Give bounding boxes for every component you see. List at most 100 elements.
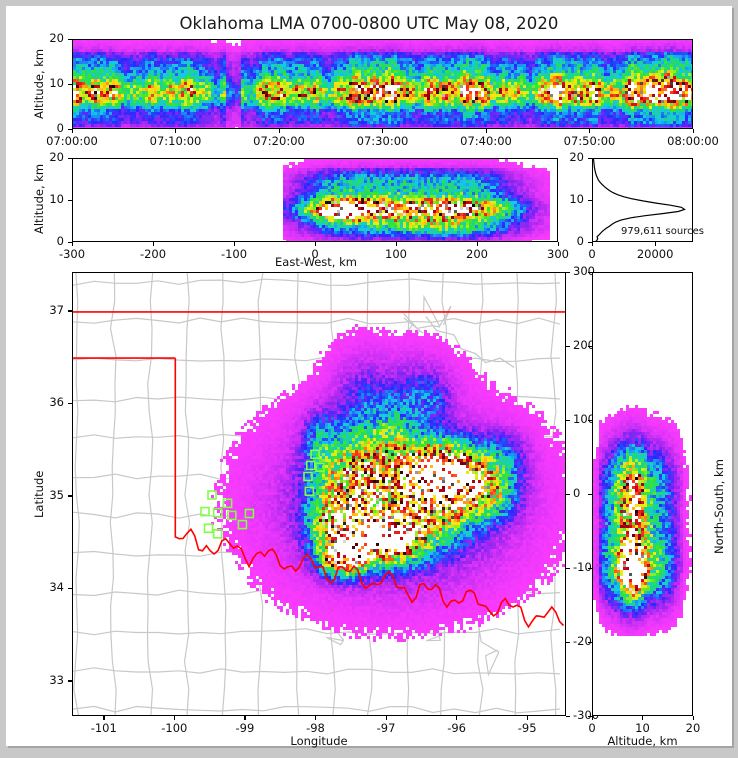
axis-tick — [566, 271, 570, 273]
axis-tick — [591, 242, 593, 246]
plan-view-map-ns-tick-label: 0 — [573, 486, 581, 500]
plan-view-map-xlabel: Longitude — [290, 734, 348, 748]
lma-station-marker[interactable] — [237, 519, 248, 530]
axis-tick — [152, 242, 154, 246]
east-west-height-xtick-label: -100 — [220, 247, 248, 261]
axis-tick — [314, 716, 317, 720]
east-west-height-xtick-label: -200 — [139, 247, 167, 261]
plan-view-map-ns-tick-label: 200 — [573, 338, 595, 352]
plan-view-map-xtick-label: -98 — [306, 721, 325, 735]
time-height-ytick-label: 10 — [49, 76, 64, 90]
north-south-height-xlabel: Altitude, km — [607, 734, 678, 748]
figure-canvas: Oklahoma LMA 0700-0800 UTC May 08, 2020 … — [6, 6, 732, 748]
axis-tick — [68, 241, 72, 243]
lma-station-marker[interactable] — [212, 507, 223, 518]
axis-tick — [68, 495, 72, 497]
altitude-histogram-panel[interactable] — [592, 158, 693, 242]
east-west-height-ytick-label: 20 — [49, 150, 64, 164]
time-height-panel[interactable] — [72, 39, 693, 129]
east-west-height-xtick-label: 0 — [311, 247, 319, 261]
axis-tick — [589, 129, 591, 133]
plan-view-map-xtick-label: -101 — [90, 721, 117, 735]
axis-tick — [566, 419, 570, 421]
east-west-height-panel[interactable] — [72, 158, 558, 242]
axis-tick — [526, 716, 528, 720]
axis-tick — [566, 567, 570, 569]
axis-tick — [395, 242, 397, 246]
plan-view-map-ylabel: Latitude — [32, 470, 46, 518]
figure-title: Oklahoma LMA 0700-0800 UTC May 08, 2020 — [179, 14, 559, 33]
time-height-ylabel: Altitude, km — [32, 48, 46, 119]
lma-station-marker[interactable] — [203, 523, 214, 534]
axis-tick — [566, 345, 570, 347]
axis-tick — [68, 680, 72, 682]
axis-tick — [71, 242, 73, 246]
time-height-xtick-label: 08:00:00 — [667, 134, 719, 148]
axis-tick — [382, 129, 384, 133]
axis-tick — [71, 129, 73, 133]
time-height-xtick-label: 07:00:00 — [46, 134, 98, 148]
axis-tick — [68, 38, 72, 40]
east-west-height-xlabel: East-West, km — [275, 255, 357, 269]
lma-station-marker[interactable] — [310, 449, 320, 460]
axis-tick — [588, 419, 592, 421]
axis-tick — [68, 83, 72, 85]
east-west-height-xtick-label: 200 — [466, 247, 488, 261]
east-west-height-xtick-label: 300 — [547, 247, 569, 261]
plan-view-map-xtick-label: -95 — [517, 721, 537, 735]
axis-tick — [68, 128, 72, 130]
altitude-histogram-ytick-label: 0 — [576, 234, 584, 248]
axis-tick — [68, 199, 72, 201]
lma-station-marker[interactable] — [303, 471, 313, 482]
axis-tick — [68, 310, 72, 312]
axis-tick — [566, 493, 570, 495]
axis-tick — [314, 242, 316, 246]
north-south-height-panel[interactable] — [592, 272, 693, 716]
lma-station-marker[interactable] — [212, 528, 223, 539]
axis-tick — [485, 129, 487, 133]
axis-tick — [175, 129, 177, 133]
time-height-xtick-label: 07:50:00 — [563, 134, 616, 148]
axis-tick — [456, 716, 458, 720]
lma-station-marker[interactable] — [306, 460, 316, 471]
lma-station-marker[interactable] — [227, 510, 237, 521]
north-south-height-xtick-label: 20 — [685, 721, 701, 735]
east-west-height-ylabel: Altitude, km — [32, 163, 46, 234]
plan-view-map-ytick-label: 33 — [49, 672, 64, 687]
lma-station-marker[interactable] — [207, 490, 217, 500]
lma-station-marker[interactable] — [222, 498, 233, 509]
plan-view-map-ns-tick-label: 300 — [573, 264, 595, 278]
plan-view-map-ytick-label: 36 — [49, 395, 64, 410]
east-west-height-ytick-label: 0 — [56, 234, 64, 248]
plan-view-map-ytick-label: 35 — [49, 487, 64, 502]
axis-tick — [692, 129, 694, 133]
lma-station-marker[interactable] — [244, 508, 255, 519]
altitude-histogram-curve — [593, 159, 686, 241]
axis-tick — [588, 641, 592, 643]
lma-station-marker[interactable] — [304, 486, 315, 497]
axis-tick — [557, 242, 559, 246]
axis-tick — [588, 567, 592, 569]
axis-tick — [278, 129, 280, 133]
time-height-xtick-label: 07:30:00 — [356, 134, 409, 148]
axis-tick — [588, 157, 592, 159]
plan-view-map-xtick-label: -96 — [447, 721, 467, 735]
altitude-histogram-xtick-label: 0 — [588, 247, 596, 261]
altitude-histogram-xtick-label: 20000 — [636, 247, 674, 261]
axis-tick — [68, 587, 72, 590]
axis-tick — [173, 716, 176, 720]
axis-tick — [68, 402, 72, 405]
east-west-height-xtick-label: -300 — [58, 247, 86, 261]
east-west-height-ytick-label: 10 — [49, 192, 64, 206]
lma-station-marker[interactable] — [315, 462, 325, 472]
axis-tick — [476, 242, 478, 246]
plan-view-map-ns-tick-label: 100 — [573, 412, 595, 426]
lma-station-marker[interactable] — [200, 506, 210, 517]
plan-view-map-panel[interactable] — [72, 272, 566, 716]
north-south-height-xtick-label: 0 — [588, 721, 596, 735]
plan-view-map-xtick-label: -99 — [235, 721, 255, 735]
axis-tick — [588, 345, 592, 347]
axis-tick — [233, 242, 235, 246]
axis-tick — [642, 716, 644, 720]
altitude-histogram-ytick-label: 20 — [569, 150, 584, 164]
